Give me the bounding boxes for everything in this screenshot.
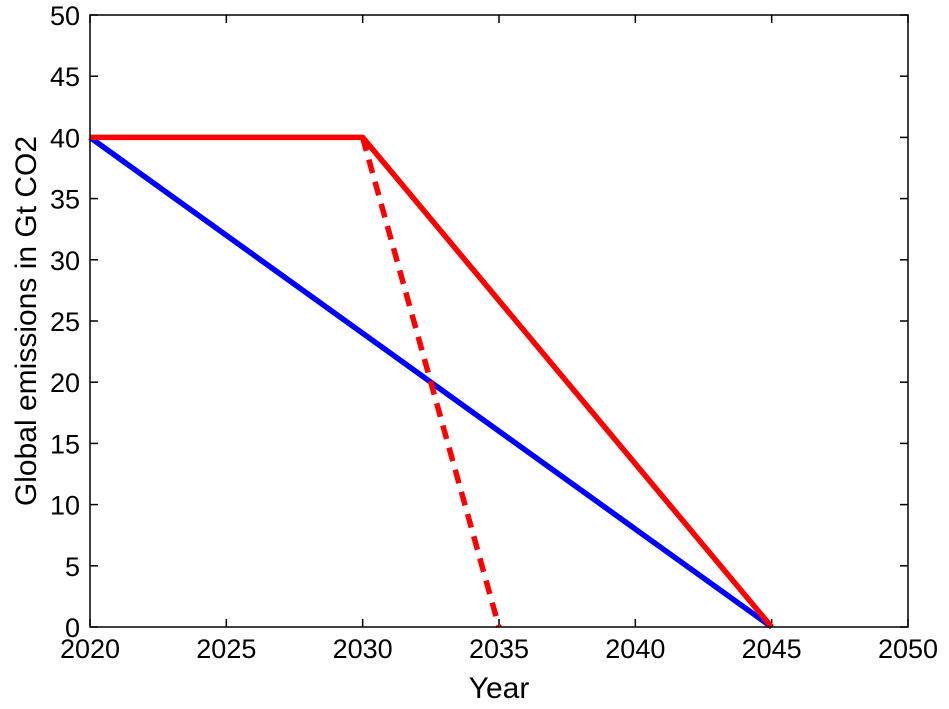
y-tick-label: 40 (50, 123, 80, 153)
x-tick-label: 2025 (196, 634, 256, 664)
series-delayed-steep-reduction (360, 136, 502, 628)
y-axis-label: Global emissions in Gt CO2 (10, 136, 43, 506)
y-tick-label: 45 (50, 62, 80, 92)
y-tick-label: 0 (65, 613, 80, 643)
y-tick-label: 15 (50, 429, 80, 459)
y-tick-label: 20 (50, 368, 80, 398)
series-delayed-gradual-reduction (90, 134, 774, 629)
x-tick-label: 2050 (878, 634, 938, 664)
x-tick-label: 2040 (605, 634, 665, 664)
tick-labels: 2020 2025 2030 2035 2040 2045 2050051015202530… (50, 1, 938, 664)
x-tick-label: 2045 (742, 634, 802, 664)
x-tick-label: 2035 (469, 634, 529, 664)
y-tick-label: 10 (50, 491, 80, 521)
series-lines (88, 134, 774, 630)
y-tick-label: 25 (50, 307, 80, 337)
y-tick-label: 30 (50, 246, 80, 276)
plot-border (89, 14, 909, 628)
x-tick-label: 2020 (60, 634, 120, 664)
axis-ticks (89, 14, 909, 628)
y-tick-label: 35 (50, 185, 80, 215)
x-tick-label: 2030 (333, 634, 393, 664)
y-tick-label: 5 (65, 552, 80, 582)
x-axis-label: Year (469, 672, 530, 705)
y-tick-label: 50 (50, 1, 80, 31)
